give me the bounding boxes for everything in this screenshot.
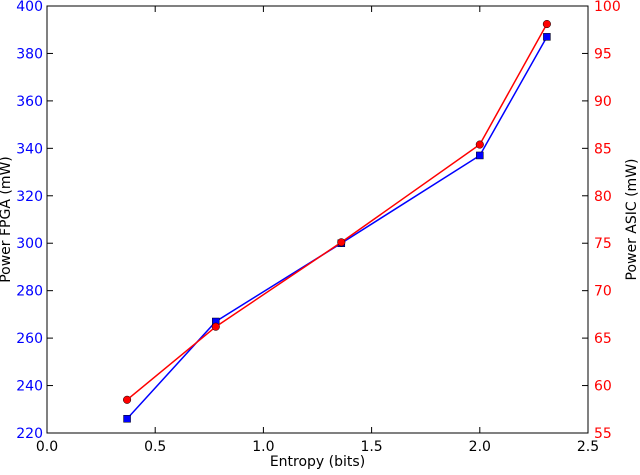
y-left-tick-label: 360 (16, 94, 43, 110)
y-right-tick-label: 70 (594, 284, 612, 300)
data-point-right (211, 322, 220, 331)
plot-frame (46, 5, 589, 434)
y-right-tick-label: 65 (594, 331, 612, 347)
y-left-tick-label: 240 (16, 379, 43, 395)
y-left-tick-label: 280 (16, 284, 43, 300)
y-axis-right-label: Power ASIC (mW) (624, 158, 640, 280)
y-left-tick-label: 260 (16, 331, 43, 347)
y-right-tick-label: 60 (594, 379, 612, 395)
y-left-tick-label: 340 (16, 141, 43, 157)
data-point-left (476, 151, 484, 160)
x-tick-label: 1.0 (252, 439, 274, 455)
x-tick-label: 0.0 (36, 439, 58, 455)
x-axis-label: Entropy (bits) (270, 454, 365, 470)
data-point-right (123, 395, 132, 404)
x-tick-label: 2.5 (577, 439, 599, 455)
y-left-tick-label: 320 (16, 189, 43, 205)
data-point-left (123, 415, 131, 423)
data-point-right (337, 238, 346, 247)
y-left-tick-label: 400 (16, 0, 43, 15)
x-tick-label: 0.5 (144, 439, 166, 455)
y-right-tick-label: 80 (594, 189, 612, 205)
y-left-tick-label: 220 (16, 426, 43, 442)
y-right-tick-label: 85 (594, 141, 612, 157)
y-right-tick-label: 75 (594, 236, 612, 252)
x-tick-label: 1.5 (360, 439, 382, 455)
data-point-right (475, 140, 484, 149)
y-right-tick-label: 100 (594, 0, 621, 15)
data-point-right (542, 19, 551, 29)
data-point-left (543, 33, 551, 41)
y-axis-left-label: Power FPGA (mW) (0, 156, 14, 283)
series-line-right (126, 23, 548, 401)
y-right-tick-label: 95 (594, 46, 612, 62)
y-left-tick-label: 380 (16, 46, 43, 62)
y-right-tick-label: 90 (594, 94, 612, 110)
series-line-left (126, 36, 548, 420)
y-left-tick-label: 300 (16, 236, 43, 252)
x-tick-label: 2.0 (469, 439, 491, 455)
y-right-tick-label: 55 (594, 426, 612, 442)
